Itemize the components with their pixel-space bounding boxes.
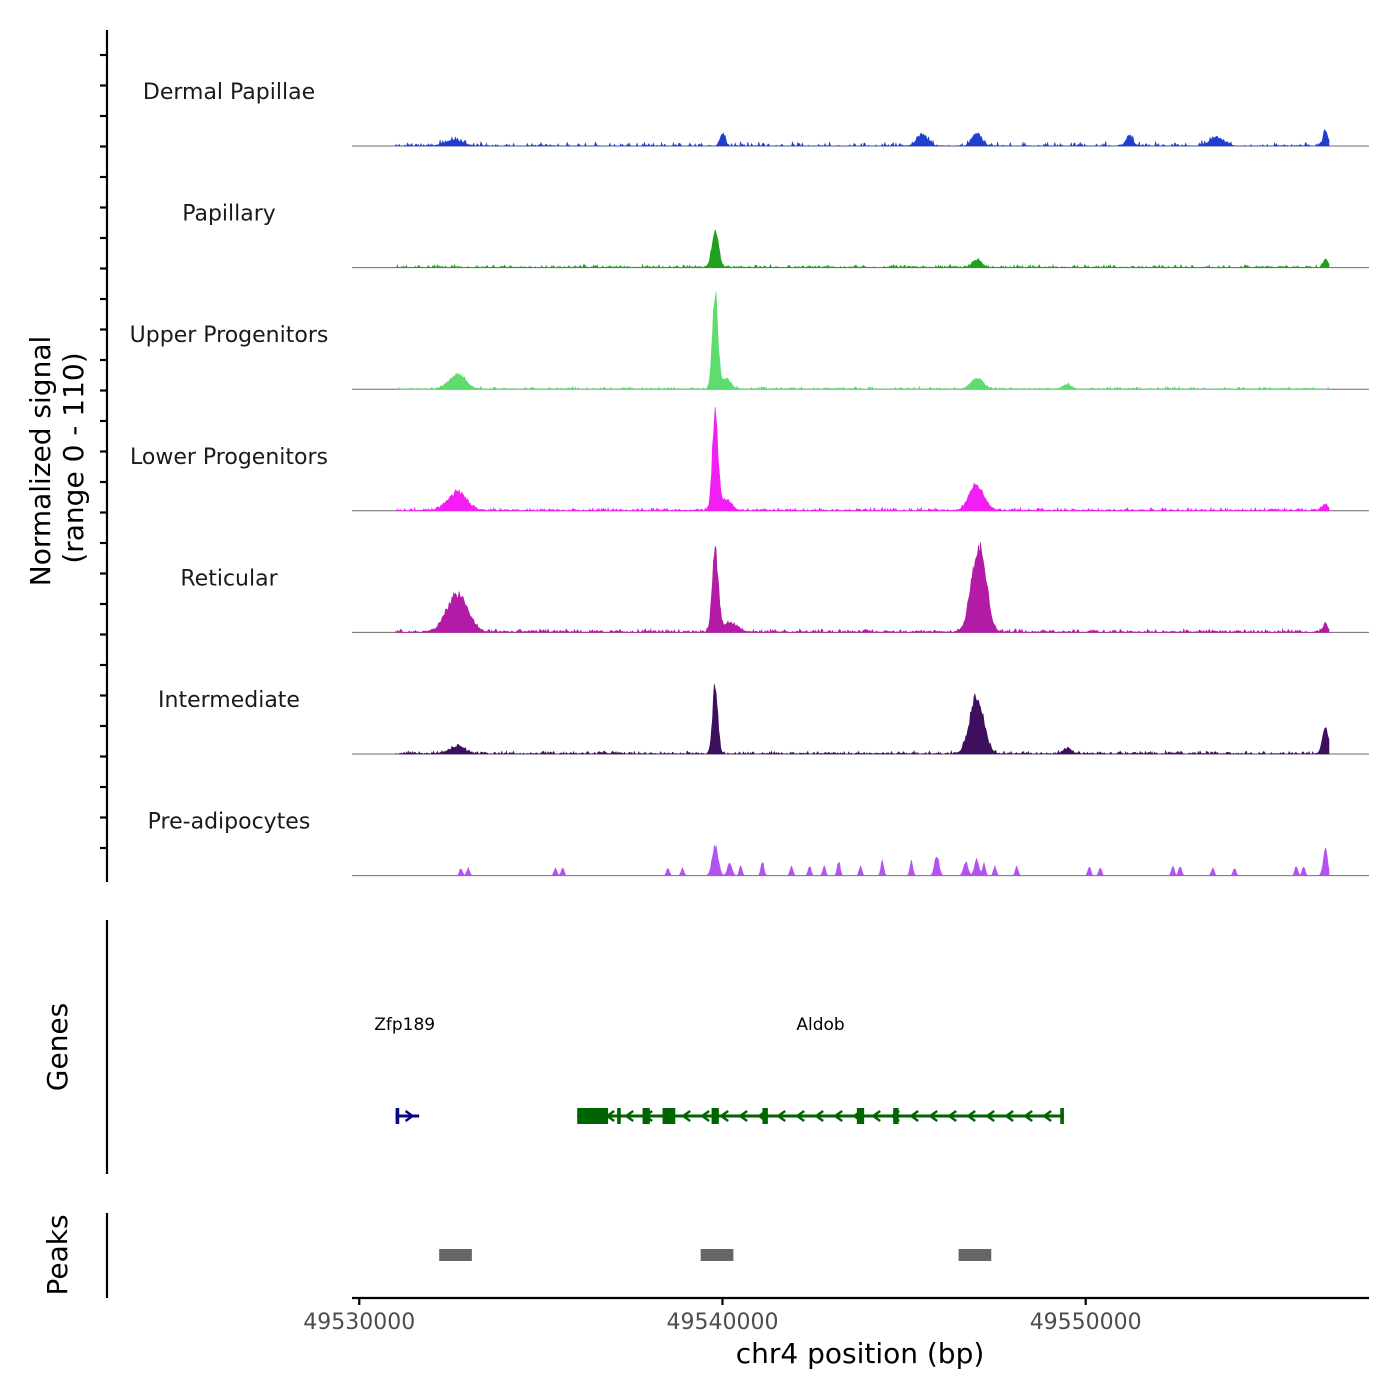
exon — [617, 1108, 621, 1124]
signal-area — [395, 291, 1330, 391]
gene-aldob: Aldob — [577, 1015, 1064, 1124]
strand-chevron — [966, 1110, 976, 1122]
exon — [762, 1108, 768, 1124]
coverage-ylabel-line2: (range 0 - 110) — [57, 352, 90, 563]
strand-chevron — [985, 1110, 995, 1122]
peak-region — [700, 1249, 734, 1261]
strand-chevron — [719, 1110, 729, 1122]
track-papillary: Papillary — [182, 202, 1369, 269]
exon — [711, 1108, 719, 1124]
gene-label: Zfp189 — [374, 1015, 435, 1035]
peak-region — [958, 1249, 992, 1261]
genes-panel: Zfp189 Aldob — [374, 1015, 1064, 1124]
exon — [893, 1108, 899, 1124]
track-lower-progenitors: Lower Progenitors — [130, 406, 1369, 512]
exon — [395, 1108, 400, 1124]
strand-chevron — [795, 1110, 805, 1122]
strand-chevron — [404, 1110, 415, 1122]
coverage-tracks: Dermal Papillae Papillary Upper Progenitor… — [130, 80, 1369, 877]
strand-chevron — [833, 1110, 843, 1122]
exon — [856, 1108, 865, 1124]
track-label: Papillary — [182, 202, 276, 227]
strand-chevron — [928, 1110, 938, 1122]
peak-region — [439, 1249, 472, 1261]
signal-area — [395, 128, 1330, 148]
exon — [662, 1108, 676, 1124]
x-axis-ticks: 49530000 49540000 49550000 — [303, 1298, 1142, 1335]
strand-chevron — [681, 1110, 691, 1122]
track-label: Intermediate — [158, 688, 300, 713]
exon — [577, 1108, 609, 1124]
coverage-y-ticks — [100, 53, 107, 850]
gene-label: Aldob — [796, 1015, 844, 1035]
gene-zfp189: Zfp189 — [374, 1015, 435, 1124]
track-label: Upper Progenitors — [130, 323, 329, 348]
track-pre-adipocytes: Pre-adipocytes — [148, 810, 1369, 877]
signal-area — [395, 542, 1330, 634]
strand-chevron — [909, 1110, 919, 1122]
signal-area — [395, 229, 1330, 269]
strand-chevron — [738, 1110, 748, 1122]
track-label: Reticular — [180, 566, 278, 591]
strand-chevron — [624, 1110, 634, 1122]
strand-chevron — [1023, 1110, 1033, 1122]
exon — [642, 1108, 650, 1124]
peaks-panel — [439, 1249, 992, 1261]
x-tick-label: 49550000 — [1030, 1310, 1142, 1335]
track-label: Lower Progenitors — [130, 445, 328, 470]
strand-chevron — [776, 1110, 786, 1122]
strand-chevron — [871, 1110, 881, 1122]
track-label: Pre-adipocytes — [148, 810, 311, 835]
track-intermediate: Intermediate — [158, 684, 1369, 755]
strand-chevron — [814, 1110, 824, 1122]
exon — [1060, 1108, 1064, 1124]
track-dermal-papillae: Dermal Papillae — [143, 80, 1369, 148]
track-upper-progenitors: Upper Progenitors — [130, 291, 1369, 391]
x-axis-title: chr4 position (bp) — [736, 1337, 985, 1370]
strand-chevron — [1042, 1110, 1052, 1122]
signal-area — [395, 406, 1330, 512]
signal-area — [395, 684, 1330, 755]
x-tick-label: 49540000 — [666, 1310, 778, 1335]
signal-area — [395, 844, 1330, 876]
peaks-ylabel: Peaks — [41, 1214, 74, 1295]
track-reticular: Reticular — [180, 542, 1369, 634]
strand-chevron — [947, 1110, 957, 1122]
x-tick-label: 49530000 — [303, 1310, 415, 1335]
strand-chevron — [700, 1110, 710, 1122]
genes-ylabel: Genes — [41, 1003, 74, 1091]
coverage-ylabel-line1: Normalized signal — [24, 336, 57, 587]
strand-chevron — [1004, 1110, 1014, 1122]
track-label: Dermal Papillae — [143, 80, 315, 105]
